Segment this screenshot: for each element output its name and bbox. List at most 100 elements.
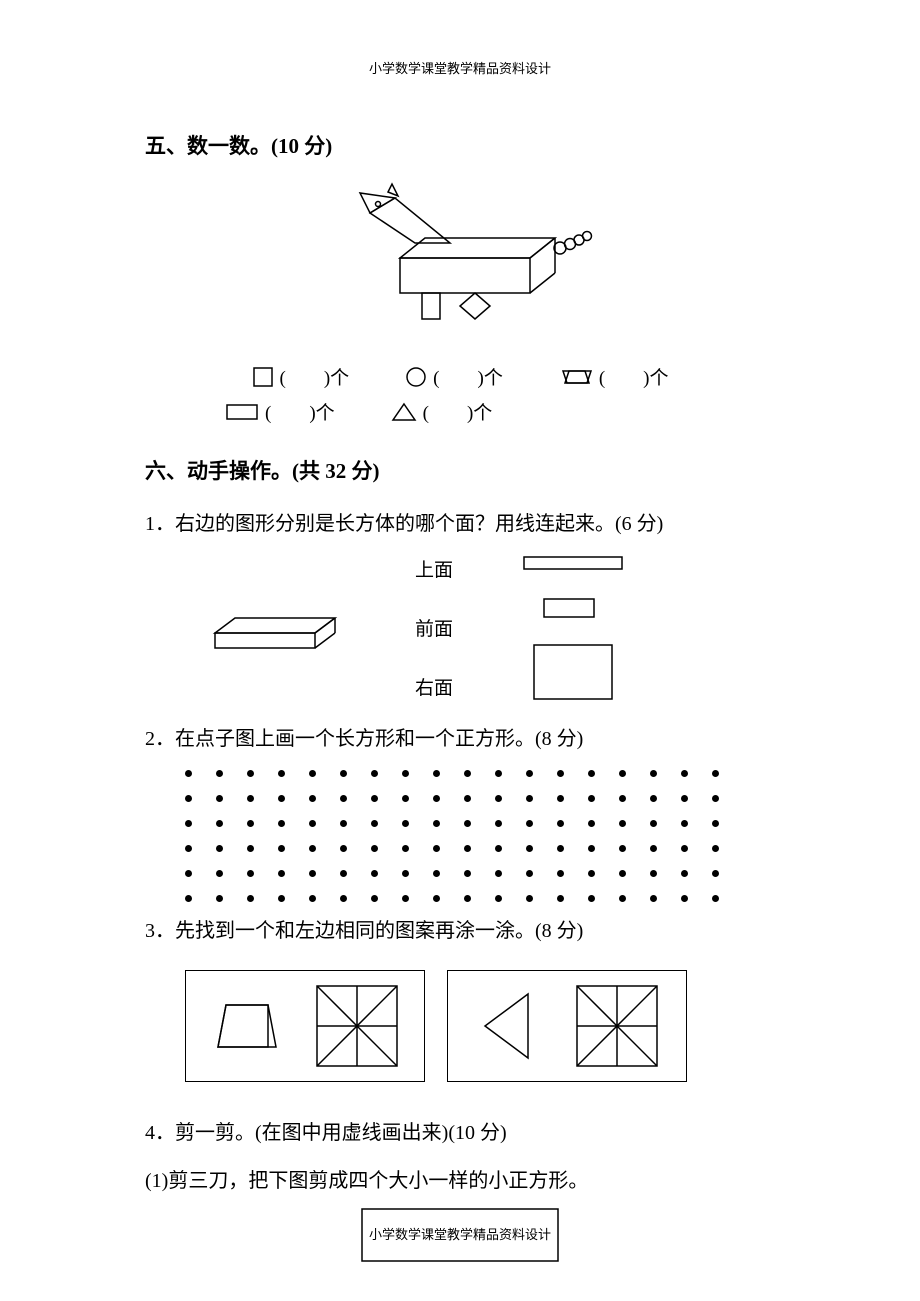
count-square-text: ( )个 [280, 363, 350, 390]
dot [278, 770, 285, 777]
q1-label-right: 右面 [415, 673, 453, 700]
tile-grid-icon-2 [572, 981, 662, 1071]
q3-text: 3．先找到一个和左边相同的图案再涂一涂。(8 分) [145, 914, 775, 948]
dot [247, 770, 254, 777]
q3-row [185, 970, 775, 1082]
q1-shapes [523, 556, 623, 700]
dot [557, 895, 564, 902]
dot [185, 895, 192, 902]
dot [402, 845, 409, 852]
dot [185, 845, 192, 852]
dot [619, 895, 626, 902]
dot [712, 870, 719, 877]
count-row-2: ( )个 ( )个 [145, 398, 775, 425]
dot [712, 845, 719, 852]
dot [371, 845, 378, 852]
dot [309, 895, 316, 902]
face-long-rect [523, 556, 623, 576]
dot [216, 870, 223, 877]
dot [681, 870, 688, 877]
page-content: 五、数一数。(10 分) [145, 130, 775, 1268]
dot [464, 770, 471, 777]
dot [619, 870, 626, 877]
dot-row [185, 870, 775, 877]
dot [278, 870, 285, 877]
dot [712, 895, 719, 902]
dot [402, 895, 409, 902]
q1-label-top: 上面 [415, 555, 453, 582]
dot [340, 770, 347, 777]
dot [464, 820, 471, 827]
dot [402, 795, 409, 802]
tile-grid-icon [312, 981, 402, 1071]
dot [371, 820, 378, 827]
dot [247, 895, 254, 902]
dot [588, 895, 595, 902]
dot [216, 770, 223, 777]
count-rect-text: ( )个 [265, 398, 335, 425]
q2-text: 2．在点子图上画一个长方形和一个正方形。(8 分) [145, 722, 775, 756]
dot [309, 770, 316, 777]
dot [185, 770, 192, 777]
count-rect: ( )个 [225, 398, 335, 425]
face-big-rect [533, 644, 613, 700]
dot [464, 870, 471, 877]
dot [216, 895, 223, 902]
dot [185, 870, 192, 877]
dot [681, 895, 688, 902]
dot [681, 770, 688, 777]
dot [557, 845, 564, 852]
dot [526, 820, 533, 827]
dot [495, 845, 502, 852]
dot [278, 895, 285, 902]
count-parallelogram: ( )个 [559, 363, 669, 390]
dot [340, 845, 347, 852]
count-circle: ( )个 [405, 363, 503, 390]
dot [712, 770, 719, 777]
q4-sub1: (1)剪三刀，把下图剪成四个大小一样的小正方形。 [145, 1164, 775, 1193]
count-square: ( )个 [252, 363, 350, 390]
dot [340, 795, 347, 802]
dot [278, 795, 285, 802]
dot [402, 870, 409, 877]
dot [619, 820, 626, 827]
dot [464, 895, 471, 902]
dot [309, 795, 316, 802]
dot [433, 870, 440, 877]
count-row-1: ( )个 ( )个 ( )个 [145, 363, 775, 390]
dot [495, 820, 502, 827]
dot [371, 870, 378, 877]
count-circle-text: ( )个 [433, 363, 503, 390]
dot [712, 795, 719, 802]
dot [402, 770, 409, 777]
dot [371, 895, 378, 902]
page-header: 小学数学课堂教学精品资料设计 [0, 58, 920, 77]
q4-text: 4．剪一剪。(在图中用虚线画出来)(10 分) [145, 1116, 775, 1150]
dot [464, 845, 471, 852]
dot [371, 770, 378, 777]
section6-title: 六、动手操作。(共 32 分) [145, 455, 775, 485]
dot [433, 795, 440, 802]
dot [650, 795, 657, 802]
dot [371, 795, 378, 802]
dot [464, 795, 471, 802]
trapezoid-icon [208, 991, 288, 1061]
dot [247, 845, 254, 852]
dot [433, 845, 440, 852]
dot-grid [185, 770, 775, 902]
dot [309, 870, 316, 877]
dot [309, 820, 316, 827]
dot [650, 895, 657, 902]
q1-label-front: 前面 [415, 614, 453, 641]
dot [495, 770, 502, 777]
dot [681, 845, 688, 852]
dot [588, 820, 595, 827]
q3-box-right [447, 970, 687, 1082]
dot [433, 895, 440, 902]
dot [495, 795, 502, 802]
dot [650, 845, 657, 852]
q1-labels: 上面 前面 右面 [415, 555, 453, 700]
dot [650, 820, 657, 827]
dot [557, 770, 564, 777]
dot [216, 820, 223, 827]
